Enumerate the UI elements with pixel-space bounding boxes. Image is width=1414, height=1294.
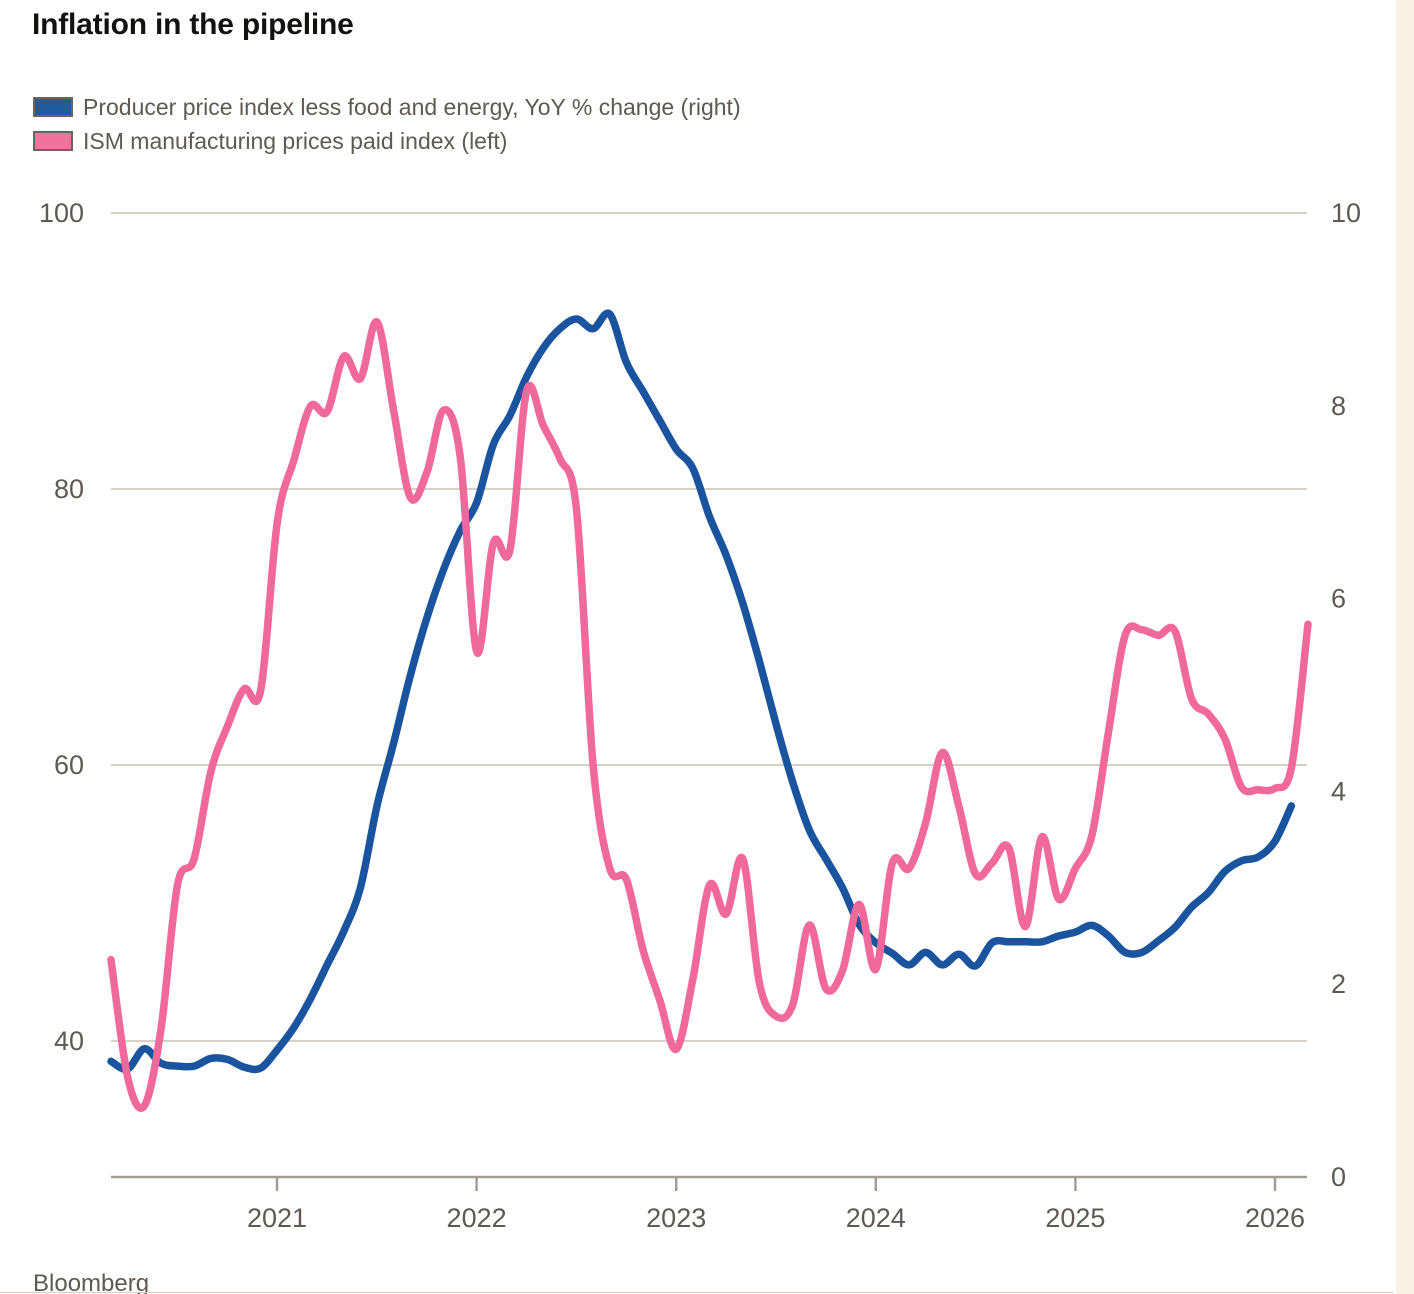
right-axis-label: 10 xyxy=(1331,198,1361,228)
left-axis-label: 40 xyxy=(54,1026,84,1056)
chart-title: Inflation in the pipeline xyxy=(32,8,354,41)
legend-label-ppi: Producer price index less food and energ… xyxy=(83,93,741,120)
left-axis-label: 60 xyxy=(54,750,84,780)
x-axis-label: 2026 xyxy=(1245,1203,1305,1233)
legend-item-ppi: Producer price index less food and energ… xyxy=(33,93,741,120)
x-axis-label: 2023 xyxy=(646,1203,706,1233)
legend-label-ism: ISM manufacturing prices paid index (lef… xyxy=(83,127,508,154)
right-axis-label: 6 xyxy=(1331,584,1346,614)
legend-swatch-blue xyxy=(33,97,73,117)
left-axis-label: 80 xyxy=(54,474,84,504)
right-axis-label: 0 xyxy=(1331,1162,1346,1192)
left-axis-label: 100 xyxy=(39,198,84,228)
series-line-ppi xyxy=(107,309,1296,1074)
page-background-strip xyxy=(1396,0,1414,1294)
series-line-ism xyxy=(107,318,1312,1112)
x-axis-label: 2022 xyxy=(447,1203,507,1233)
right-axis-label: 4 xyxy=(1331,776,1346,806)
legend-item-ism: ISM manufacturing prices paid index (lef… xyxy=(33,127,508,154)
source-label: Bloomberg xyxy=(33,1270,150,1294)
legend-swatch-pink xyxy=(33,131,73,151)
x-axis-label: 2025 xyxy=(1045,1203,1105,1233)
bottom-divider xyxy=(0,1292,1394,1293)
x-axis-label: 2024 xyxy=(846,1203,906,1233)
x-axis-label: 2021 xyxy=(247,1203,307,1233)
right-axis-label: 2 xyxy=(1331,969,1346,999)
right-axis-label: 8 xyxy=(1331,391,1346,421)
